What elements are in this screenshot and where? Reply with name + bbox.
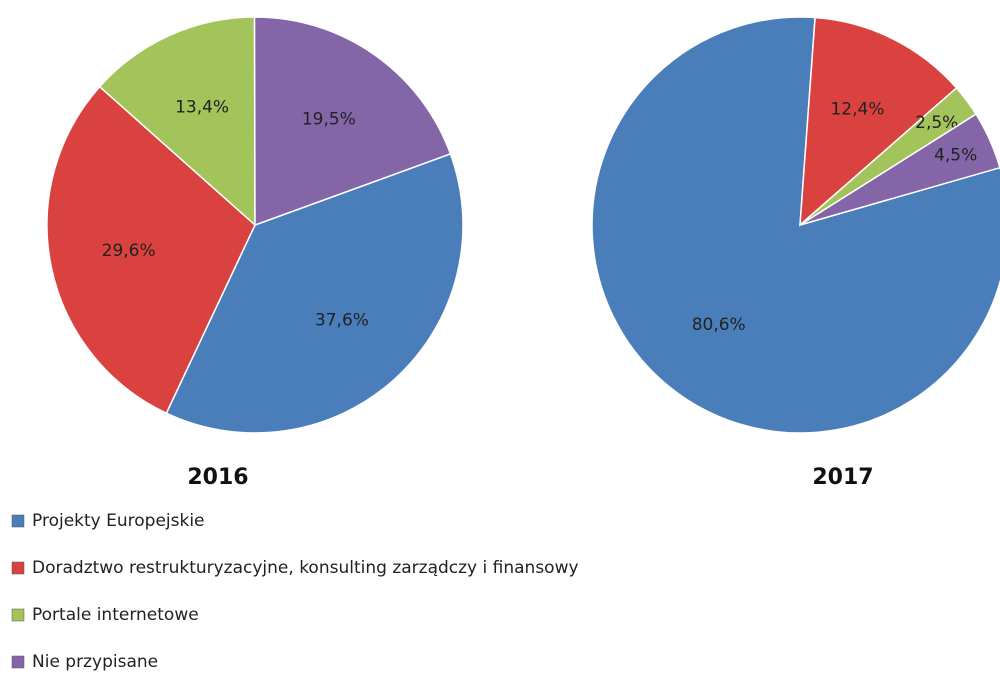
legend-label: Doradztwo restrukturyzacyjne, konsulting…: [32, 558, 579, 578]
data-label: 4,5%: [934, 145, 977, 165]
pie-slice: [98, 16, 256, 227]
data-label: 13,4%: [175, 97, 229, 117]
data-label: 80,6%: [692, 315, 746, 335]
legend-swatch: [11, 514, 25, 528]
legend-swatch: [11, 608, 25, 622]
pie-slice: [253, 16, 452, 227]
pie-slice: [799, 16, 958, 227]
legend-label: Nie przypisane: [32, 652, 158, 672]
data-label: 37,6%: [315, 310, 369, 330]
data-label: 29,6%: [102, 241, 156, 261]
data-label: 19,5%: [302, 109, 356, 129]
legend-label: Portale internetowe: [32, 605, 199, 625]
pie-slice: [46, 85, 256, 415]
legend-swatch: [11, 655, 25, 669]
legend-label: Projekty Europejskie: [32, 511, 205, 531]
data-label: 2,5%: [915, 113, 958, 133]
legend-swatch: [11, 561, 25, 575]
chart-title: 2017: [812, 465, 873, 490]
data-label: 12,4%: [830, 100, 884, 120]
pie-slice: [165, 152, 464, 434]
chart-title: 2016: [187, 465, 248, 490]
pie-slice: [591, 16, 1000, 434]
